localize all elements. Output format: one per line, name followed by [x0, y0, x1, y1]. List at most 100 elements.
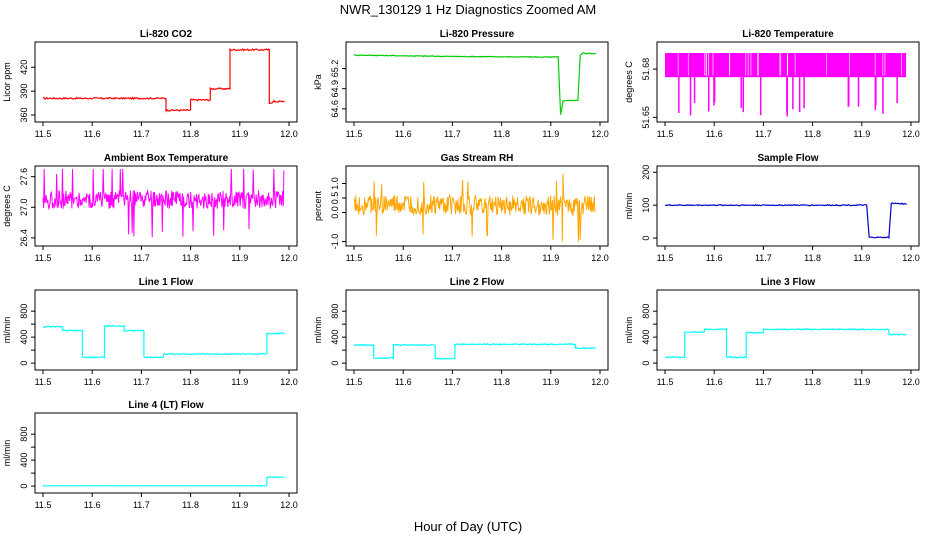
- x-tick-label: 11.5: [346, 377, 363, 387]
- x-tick-label: 11.6: [395, 129, 412, 139]
- x-tick-label: 11.7: [133, 129, 150, 139]
- x-tick-label: 11.5: [35, 500, 52, 510]
- panel-title: Line 2 Flow: [450, 277, 505, 288]
- x-tick-label: 11.7: [755, 253, 772, 263]
- y-tick-label: 800: [330, 304, 340, 319]
- x-tick-label: 11.8: [182, 377, 199, 387]
- y-tick-label: 420: [19, 60, 29, 75]
- x-tick-label: 11.9: [542, 129, 559, 139]
- figure-title: NWR_130129 1 Hz Diagnostics Zoomed AM: [340, 2, 597, 17]
- panel: Li-820 CO2 Licor ppm 11.5 11.6 11.7 11.8 11.9 1…: [2, 29, 298, 139]
- y-axis-label: percent: [313, 190, 323, 221]
- x-tick-label: 11.6: [84, 500, 101, 510]
- x-tick-label: 11.9: [542, 377, 559, 387]
- x-tick-label: 11.7: [133, 253, 150, 263]
- series-line: [43, 476, 285, 487]
- panel-title: Line 3 Flow: [761, 277, 816, 288]
- plot-frame: [34, 412, 298, 494]
- y-tick-label: 100: [641, 198, 651, 213]
- y-tick-label: 0: [641, 361, 651, 366]
- x-tick-label: 11.6: [84, 377, 101, 387]
- y-tick-label: 64.6: [330, 100, 340, 118]
- y-tick-label: 64.9: [330, 80, 340, 98]
- y-tick-label: 0: [641, 236, 651, 241]
- panel: Line 4 (LT) Flow ml/min 11.5 11.6 11.7 11.8 11…: [2, 400, 298, 510]
- x-tick-label: 12.0: [902, 129, 920, 139]
- series-line: [42, 47, 285, 113]
- panel: Line 2 Flow ml/min 11.5 11.6 11.7 11.8 11.9 12.…: [313, 277, 609, 387]
- y-axis-label: ml/min: [624, 193, 634, 220]
- x-tick-label: 12.0: [591, 253, 609, 263]
- x-tick-label: 11.9: [231, 253, 248, 263]
- x-tick-label: 11.5: [35, 253, 52, 263]
- x-tick-label: 11.5: [657, 377, 674, 387]
- panel: Line 3 Flow ml/min 11.5 11.6 11.7 11.8 11.9 12.…: [624, 277, 920, 387]
- x-tick-label: 11.8: [804, 129, 821, 139]
- x-tick-label: 11.5: [35, 377, 52, 387]
- y-tick-label: 400: [330, 330, 340, 345]
- x-tick-label: 11.9: [853, 377, 870, 387]
- x-tick-label: 11.9: [231, 129, 248, 139]
- y-tick-label: 800: [19, 304, 29, 319]
- x-tick-label: 12.0: [280, 500, 298, 510]
- series-line: [353, 342, 596, 360]
- x-tick-label: 12.0: [280, 377, 298, 387]
- plot-frame: [34, 165, 298, 247]
- x-tick-label: 11.8: [804, 253, 821, 263]
- x-tick-label: 11.7: [444, 253, 461, 263]
- y-tick-label: 51.65: [641, 106, 651, 129]
- panel: Ambient Box Temperature degrees C 11.5 11.6…: [2, 153, 298, 263]
- series-line: [42, 168, 285, 238]
- x-tick-label: 11.9: [542, 253, 559, 263]
- x-tick-label: 11.8: [804, 377, 821, 387]
- x-tick-label: 11.9: [231, 377, 248, 387]
- y-tick-label: 0: [330, 361, 340, 366]
- y-axis-label: ml/min: [2, 317, 12, 344]
- x-tick-label: 11.6: [706, 377, 723, 387]
- x-tick-label: 11.7: [444, 129, 461, 139]
- x-tick-label: 11.8: [182, 129, 199, 139]
- x-tick-label: 11.9: [231, 500, 248, 510]
- panel: Line 1 Flow ml/min 11.5 11.6 11.7 11.8 11.9 12.…: [2, 277, 298, 387]
- series-line: [42, 324, 285, 360]
- x-tick-label: 11.8: [182, 253, 199, 263]
- series-line: [664, 327, 907, 359]
- y-tick-label: 200: [641, 165, 651, 180]
- x-tick-label: 12.0: [902, 377, 920, 387]
- y-tick-label: 27.6: [19, 168, 29, 186]
- x-tick-label: 11.6: [84, 253, 101, 263]
- x-tick-label: 11.7: [133, 500, 150, 510]
- y-tick-label: 800: [19, 427, 29, 442]
- y-tick-label: 0.0: [330, 206, 340, 219]
- x-tick-label: 11.8: [182, 500, 199, 510]
- x-tick-label: 11.8: [493, 129, 510, 139]
- x-tick-label: 12.0: [902, 253, 920, 263]
- panel: Li-820 Temperature degrees C 11.5 11.6 11.7 1…: [624, 29, 920, 139]
- x-tick-label: 11.7: [133, 377, 150, 387]
- x-tick-label: 11.6: [706, 253, 723, 263]
- y-tick-label: 51.68: [641, 58, 651, 81]
- x-tick-label: 11.5: [346, 253, 363, 263]
- panel: Gas Stream RH percent 11.5 11.6 11.7 11.8 11.9…: [313, 153, 609, 263]
- x-tick-label: 11.8: [493, 253, 510, 263]
- series-line: [353, 173, 596, 242]
- x-tick-label: 11.5: [657, 129, 674, 139]
- y-axis-label: ml/min: [624, 317, 634, 344]
- x-tick-label: 11.6: [84, 129, 101, 139]
- series-line: [353, 52, 596, 115]
- y-tick-label: 400: [641, 330, 651, 345]
- y-axis-label: Licor ppm: [2, 62, 12, 102]
- y-tick-label: 27.0: [19, 199, 29, 217]
- panel-title: Gas Stream RH: [441, 153, 514, 164]
- y-axis-label: ml/min: [2, 440, 12, 467]
- y-tick-label: 0.5: [330, 192, 340, 205]
- x-tick-label: 12.0: [280, 253, 298, 263]
- plot-frame: [656, 165, 920, 247]
- x-tick-label: 12.0: [591, 129, 609, 139]
- y-tick-label: 400: [19, 453, 29, 468]
- x-tick-label: 11.7: [755, 129, 772, 139]
- x-tick-label: 11.8: [493, 377, 510, 387]
- y-axis-label: kPa: [313, 74, 323, 90]
- y-tick-label: -1.0: [330, 234, 340, 250]
